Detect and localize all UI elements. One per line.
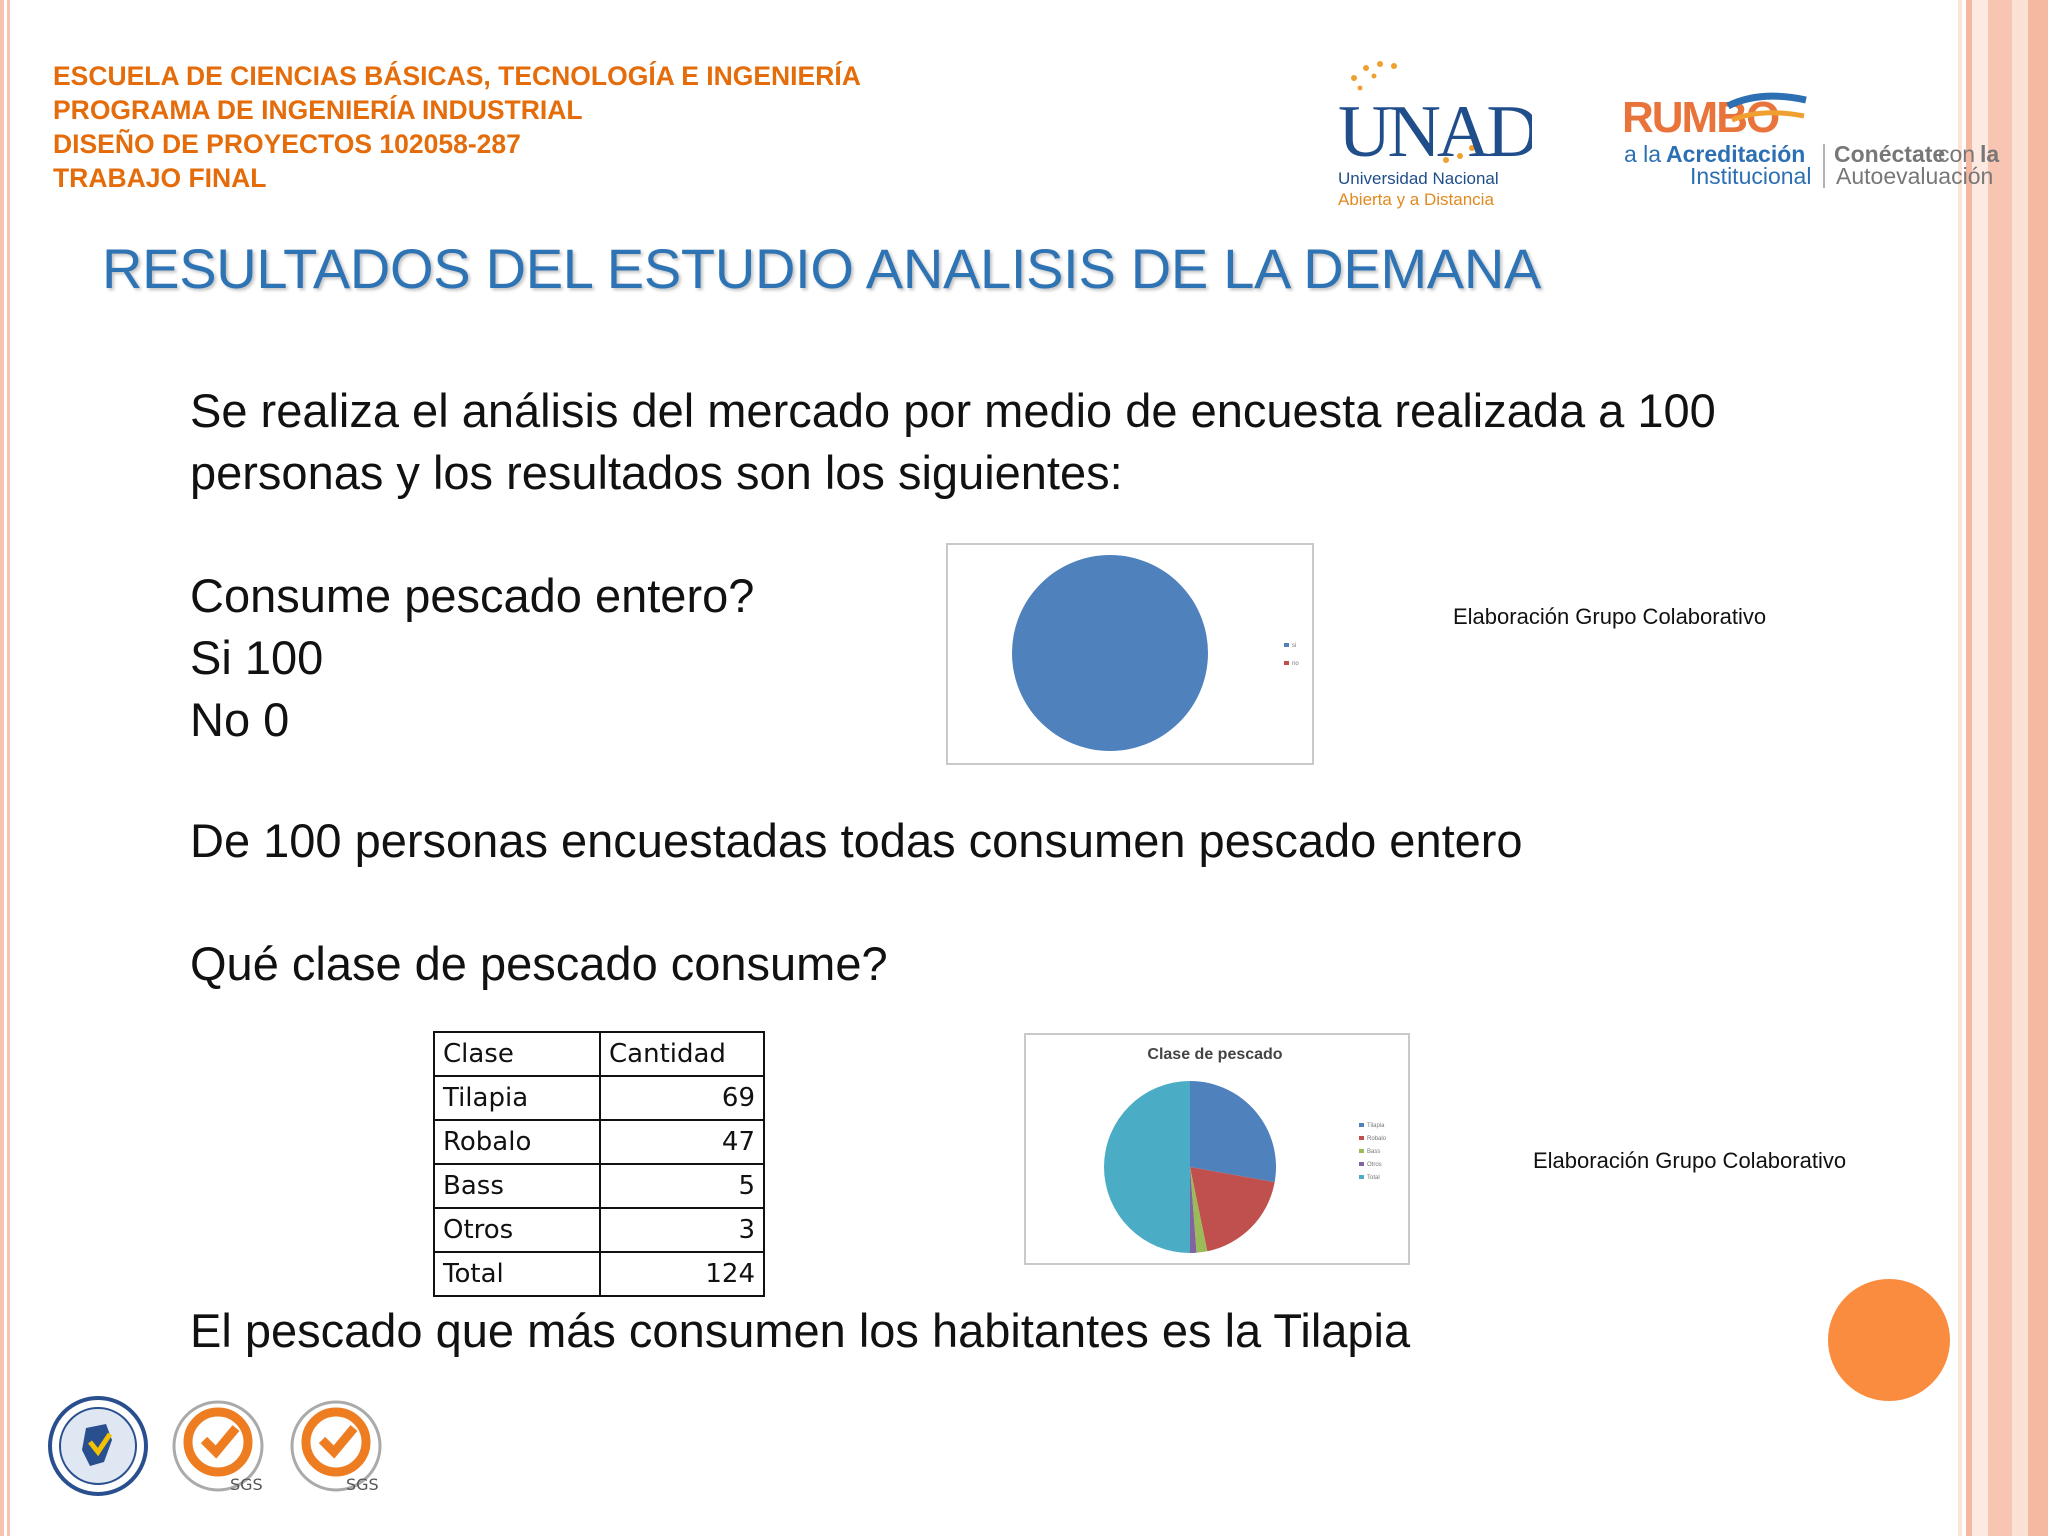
legend-swatch [1284, 661, 1289, 665]
svg-text:SGS: SGS [230, 1475, 263, 1494]
svg-text:SGS: SGS [346, 1475, 379, 1494]
table-cell-clase: Tilapia [433, 1075, 601, 1121]
chart-1-panel: si no [946, 543, 1314, 765]
table-header-clase: Clase [433, 1031, 601, 1077]
table-cell-clase: Otros [433, 1207, 601, 1253]
table-cell-clase: Robalo [433, 1119, 601, 1165]
table-row: Robalo 47 [433, 1119, 765, 1165]
table-row: Tilapia 69 [433, 1075, 765, 1121]
unad-line-2: Abierta y a Distancia [1338, 190, 1494, 209]
rumbo-word-3c: la [1980, 141, 1999, 167]
legend-swatch [1359, 1136, 1364, 1140]
decorative-orange-circle [1828, 1279, 1950, 1401]
rumbo-prefix: a la [1624, 141, 1661, 167]
table-row: Total 124 [433, 1251, 765, 1297]
chart-1-caption: Elaboración Grupo Colaborativo [1453, 604, 1767, 629]
header-line: DISEÑO DE PROYECTOS 102058-287 [53, 129, 521, 159]
rumbo-wordmark: RUMBO [1622, 93, 1779, 142]
legend-swatch [1359, 1162, 1364, 1166]
table-cell-cantidad: 69 [599, 1075, 765, 1121]
sgs-seal-icon: SGS [290, 1400, 382, 1494]
table-cell-cantidad: 124 [599, 1251, 765, 1297]
rumbo-swoosh-2 [1731, 110, 1805, 123]
legend-label: Total [1367, 1175, 1380, 1181]
institution-header: ESCUELA DE CIENCIAS BÁSICAS, TECNOLOGÍA … [53, 59, 861, 195]
header-line: ESCUELA DE CIENCIAS BÁSICAS, TECNOLOGÍA … [53, 61, 861, 91]
header-line: TRABAJO FINAL [53, 163, 267, 193]
pie-slice-total [1104, 1081, 1190, 1253]
chart-1-svg: si no [1012, 555, 1299, 751]
chart-2-caption: Elaboración Grupo Colaborativo [1533, 1148, 1847, 1173]
intro-line-2: personas y los resultados son los siguie… [190, 446, 1123, 499]
unad-wordmark: UNAD [1338, 91, 1532, 173]
table-cell-clase: Bass [433, 1163, 601, 1209]
fish-class-table: Clase Cantidad Tilapia 69 Robalo 47 Bass… [433, 1031, 765, 1297]
pie-slice-otros [1190, 1167, 1197, 1253]
colombia-seal-icon [48, 1396, 148, 1496]
table-cell-clase: Total [433, 1251, 601, 1297]
table-row: Bass 5 [433, 1163, 765, 1209]
legend-swatch [1359, 1123, 1364, 1127]
legend-label: no [1292, 661, 1299, 667]
unad-line-1: Universidad Nacional [1338, 169, 1499, 188]
left-border [0, 0, 12, 1536]
pie-slice-tilapia [1190, 1081, 1276, 1183]
legend-label: Robalo [1367, 1136, 1387, 1142]
slide-title: RESULTADOS DEL ESTUDIO ANALISIS DE LA DE… [102, 237, 1542, 300]
question-1: Consume pescado entero? [190, 569, 755, 622]
rumbo-word-3a: Conéctate [1834, 141, 1945, 167]
legend-label: Otros [1367, 1162, 1382, 1168]
answer-si: Si 100 [190, 631, 324, 684]
conclusion-1: De 100 personas encuestadas todas consum… [190, 814, 1523, 867]
logo-dots [1351, 61, 1475, 163]
header-line: PROGRAMA DE INGENIERÍA INDUSTRIAL [53, 95, 583, 125]
table-row: Otros 3 [433, 1207, 765, 1253]
unad-logo: UNAD Universidad Nacional Abierta y a Di… [1338, 61, 1532, 209]
conclusion-2: El pescado que más consumen los habitant… [190, 1304, 1411, 1357]
rumbo-logo: RUMBO a la Acreditación Institucional Co… [1622, 92, 1999, 189]
legend-label: Tilapia [1367, 1123, 1385, 1129]
legend-swatch [1359, 1149, 1364, 1153]
legend-swatch [1284, 643, 1289, 647]
right-border-stripes [1958, 0, 2048, 1536]
chart-title: Clase de pescado [1147, 1046, 1282, 1063]
legend-label: Bass [1367, 1149, 1380, 1155]
table-cell-cantidad: 47 [599, 1119, 765, 1165]
rumbo-swoosh [1726, 92, 1807, 110]
rumbo-word-1: Acreditación [1666, 141, 1805, 167]
pie-slice-robalo [1190, 1167, 1275, 1252]
rumbo-word-2: Institucional [1690, 163, 1811, 189]
intro-line-1: Se realiza el análisis del mercado por m… [190, 384, 1716, 437]
rumbo-word-4: Autoevaluación [1836, 163, 1993, 189]
answer-no: No 0 [190, 693, 290, 746]
legend-swatch [1359, 1175, 1364, 1179]
sgs-seal-icon: SGS [172, 1400, 264, 1494]
table-cell-cantidad: 5 [599, 1163, 765, 1209]
chart-2-panel: Clase de pescado Tilapia Robalo Bass Otros To… [1024, 1033, 1410, 1265]
rumbo-word-3b: con [1938, 141, 1975, 167]
table-header-row: Clase Cantidad [433, 1031, 765, 1077]
chart-2-svg: Clase de pescado Tilapia Robalo Bass Otros To… [1104, 1046, 1387, 1253]
certification-seals: SGS SGS [48, 1396, 382, 1496]
pie-slice-si [1012, 555, 1208, 751]
pie-slice-bass [1190, 1167, 1208, 1253]
question-2: Qué clase de pescado consume? [190, 937, 888, 990]
legend-label: si [1292, 643, 1296, 649]
table-header-cantidad: Cantidad [599, 1031, 765, 1077]
table-cell-cantidad: 3 [599, 1207, 765, 1253]
